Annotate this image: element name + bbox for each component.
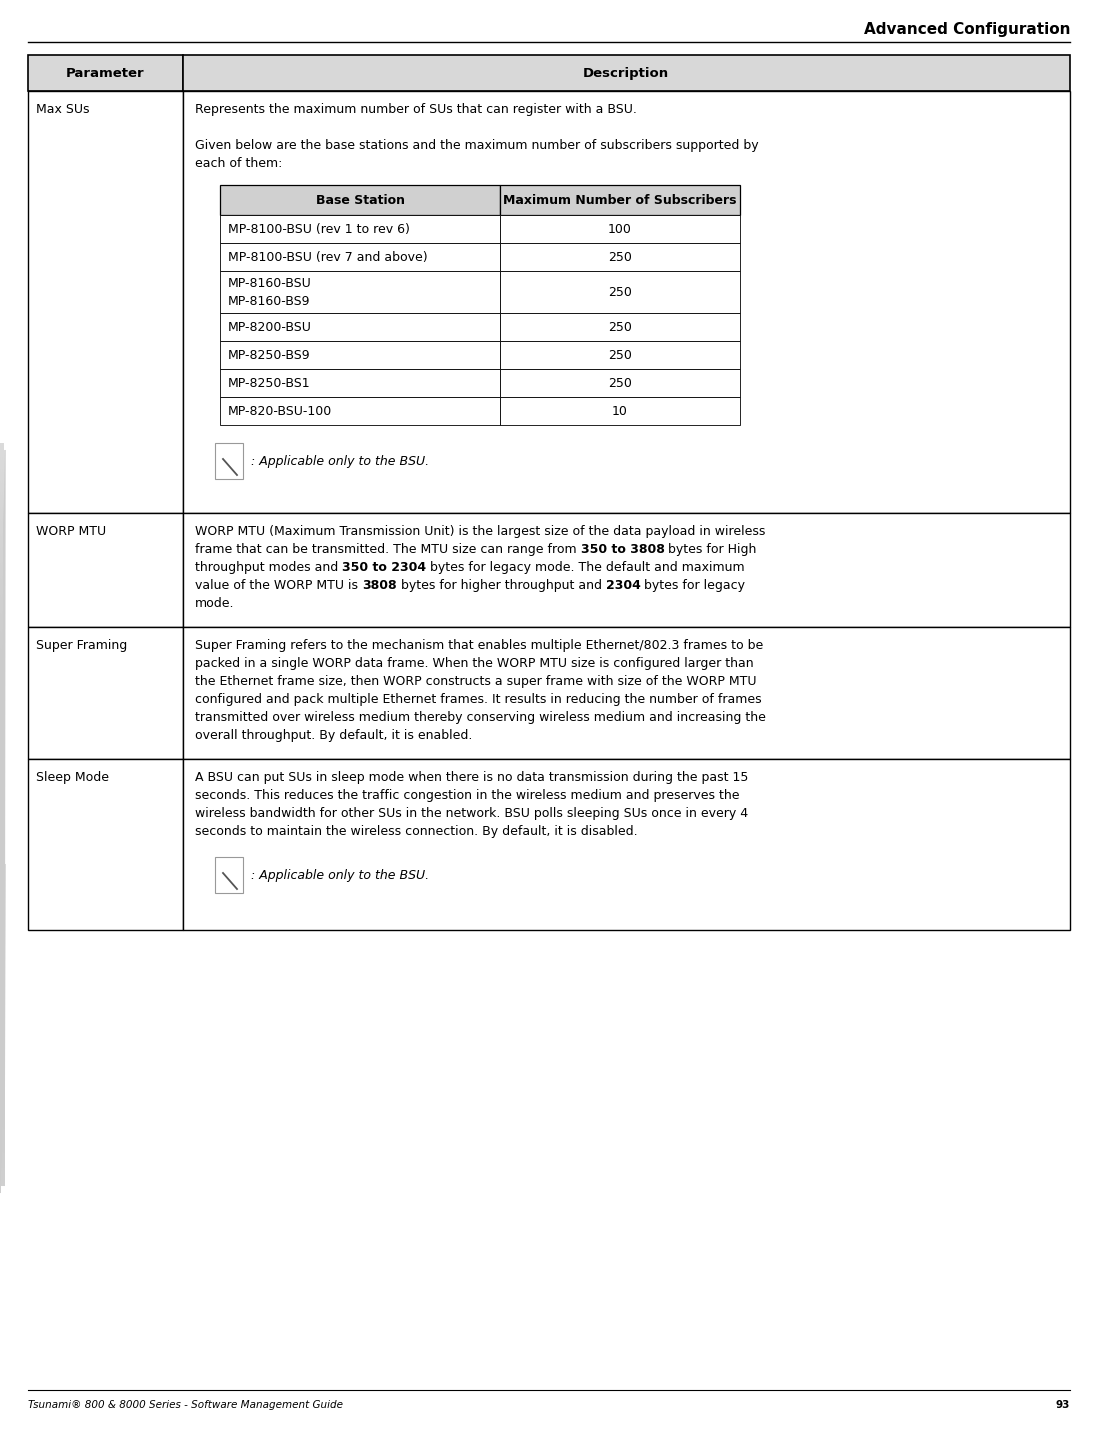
- Text: 250: 250: [608, 250, 632, 263]
- Text: bytes for higher throughput and: bytes for higher throughput and: [397, 579, 606, 592]
- Text: MP-8250-BS1: MP-8250-BS1: [228, 376, 310, 390]
- Text: WORP MTU (Maximum Transmission Unit) is the largest size of the data payload in : WORP MTU (Maximum Transmission Unit) is …: [195, 524, 765, 537]
- Text: 250: 250: [608, 320, 632, 333]
- Bar: [500, 184, 740, 214]
- Text: Description: Description: [583, 67, 669, 80]
- Text: bytes for legacy mode. The default and maximum: bytes for legacy mode. The default and m…: [426, 562, 745, 574]
- Text: MP-8200-BSU: MP-8200-BSU: [228, 320, 312, 333]
- Bar: [500, 243, 740, 272]
- Text: MP-8250-BS9: MP-8250-BS9: [228, 349, 310, 362]
- Text: bytes for legacy: bytes for legacy: [640, 579, 745, 592]
- Text: mode.: mode.: [195, 597, 235, 610]
- Bar: [28, 759, 183, 930]
- Bar: [500, 369, 740, 397]
- Bar: [215, 443, 243, 479]
- Text: bytes for High: bytes for High: [664, 543, 757, 556]
- Bar: [183, 513, 1070, 627]
- Text: Super Framing: Super Framing: [36, 639, 127, 652]
- Bar: [500, 342, 740, 369]
- Polygon shape: [0, 443, 5, 1193]
- Bar: [500, 313, 740, 342]
- Text: Super Framing refers to the mechanism that enables multiple Ethernet/802.3 frame: Super Framing refers to the mechanism th…: [195, 639, 763, 652]
- Text: MP-8100-BSU (rev 7 and above): MP-8100-BSU (rev 7 and above): [228, 250, 427, 263]
- Bar: [220, 397, 500, 424]
- Bar: [220, 369, 500, 397]
- Bar: [220, 214, 500, 243]
- Text: throughput modes and: throughput modes and: [195, 562, 342, 574]
- Text: Advanced Configuration: Advanced Configuration: [864, 21, 1070, 37]
- Bar: [220, 272, 500, 313]
- Bar: [220, 184, 500, 214]
- Text: 350 to 2304: 350 to 2304: [342, 562, 426, 574]
- Polygon shape: [0, 857, 5, 1193]
- Text: MP-8160-BSU: MP-8160-BSU: [228, 277, 311, 290]
- Text: wireless bandwidth for other SUs in the network. BSU polls sleeping SUs once in : wireless bandwidth for other SUs in the …: [195, 807, 749, 820]
- Text: 250: 250: [608, 349, 632, 362]
- Text: 250: 250: [608, 286, 632, 299]
- Text: Represents the maximum number of SUs that can register with a BSU.: Represents the maximum number of SUs tha…: [195, 103, 637, 116]
- Text: : Applicable only to the BSU.: : Applicable only to the BSU.: [251, 869, 430, 882]
- Text: 2304: 2304: [606, 579, 640, 592]
- Text: Given below are the base stations and the maximum number of subscribers supporte: Given below are the base stations and th…: [195, 139, 758, 151]
- Text: 10: 10: [612, 404, 628, 417]
- Bar: [183, 91, 1070, 513]
- Text: : Applicable only to the BSU.: : Applicable only to the BSU.: [251, 454, 430, 467]
- Bar: [183, 627, 1070, 759]
- Text: configured and pack multiple Ethernet frames. It results in reducing the number : configured and pack multiple Ethernet fr…: [195, 693, 762, 706]
- Text: overall throughput. By default, it is enabled.: overall throughput. By default, it is en…: [195, 729, 472, 742]
- Bar: [500, 272, 740, 313]
- Text: frame that can be transmitted. The MTU size can range from: frame that can be transmitted. The MTU s…: [195, 543, 581, 556]
- Text: 93: 93: [1055, 1400, 1070, 1410]
- Text: WORP MTU: WORP MTU: [36, 524, 106, 537]
- Text: Tsunami® 800 & 8000 Series - Software Management Guide: Tsunami® 800 & 8000 Series - Software Ma…: [28, 1400, 343, 1410]
- Text: transmitted over wireless medium thereby conserving wireless medium and increasi: transmitted over wireless medium thereby…: [195, 712, 766, 725]
- Text: 350 to 3808: 350 to 3808: [581, 543, 664, 556]
- Bar: [220, 342, 500, 369]
- Text: the Ethernet frame size, then WORP constructs a super frame with size of the WOR: the Ethernet frame size, then WORP const…: [195, 674, 756, 687]
- Text: MP-8160-BS9: MP-8160-BS9: [228, 294, 310, 309]
- Text: MP-820-BSU-100: MP-820-BSU-100: [228, 404, 332, 417]
- Text: Base Station: Base Station: [316, 193, 404, 207]
- Text: seconds. This reduces the traffic congestion in the wireless medium and preserve: seconds. This reduces the traffic conges…: [195, 789, 740, 802]
- Bar: [28, 91, 183, 513]
- Bar: [183, 54, 1070, 91]
- Text: Max SUs: Max SUs: [36, 103, 90, 116]
- Bar: [215, 857, 243, 893]
- Text: 100: 100: [608, 223, 632, 236]
- Text: Sleep Mode: Sleep Mode: [36, 772, 109, 785]
- Bar: [500, 397, 740, 424]
- Text: seconds to maintain the wireless connection. By default, it is disabled.: seconds to maintain the wireless connect…: [195, 825, 638, 837]
- Bar: [28, 513, 183, 627]
- Text: 250: 250: [608, 376, 632, 390]
- Text: Parameter: Parameter: [66, 67, 145, 80]
- Text: each of them:: each of them:: [195, 157, 283, 170]
- Bar: [220, 243, 500, 272]
- Bar: [220, 313, 500, 342]
- Text: MP-8100-BSU (rev 1 to rev 6): MP-8100-BSU (rev 1 to rev 6): [228, 223, 410, 236]
- Text: 3808: 3808: [362, 579, 397, 592]
- Text: value of the WORP MTU is: value of the WORP MTU is: [195, 579, 362, 592]
- Bar: [28, 54, 183, 91]
- Bar: [183, 759, 1070, 930]
- Text: packed in a single WORP data frame. When the WORP MTU size is configured larger : packed in a single WORP data frame. When…: [195, 657, 754, 670]
- Text: A BSU can put SUs in sleep mode when there is no data transmission during the pa: A BSU can put SUs in sleep mode when the…: [195, 772, 749, 785]
- Text: Maximum Number of Subscribers: Maximum Number of Subscribers: [503, 193, 737, 207]
- Bar: [28, 627, 183, 759]
- Bar: [500, 214, 740, 243]
